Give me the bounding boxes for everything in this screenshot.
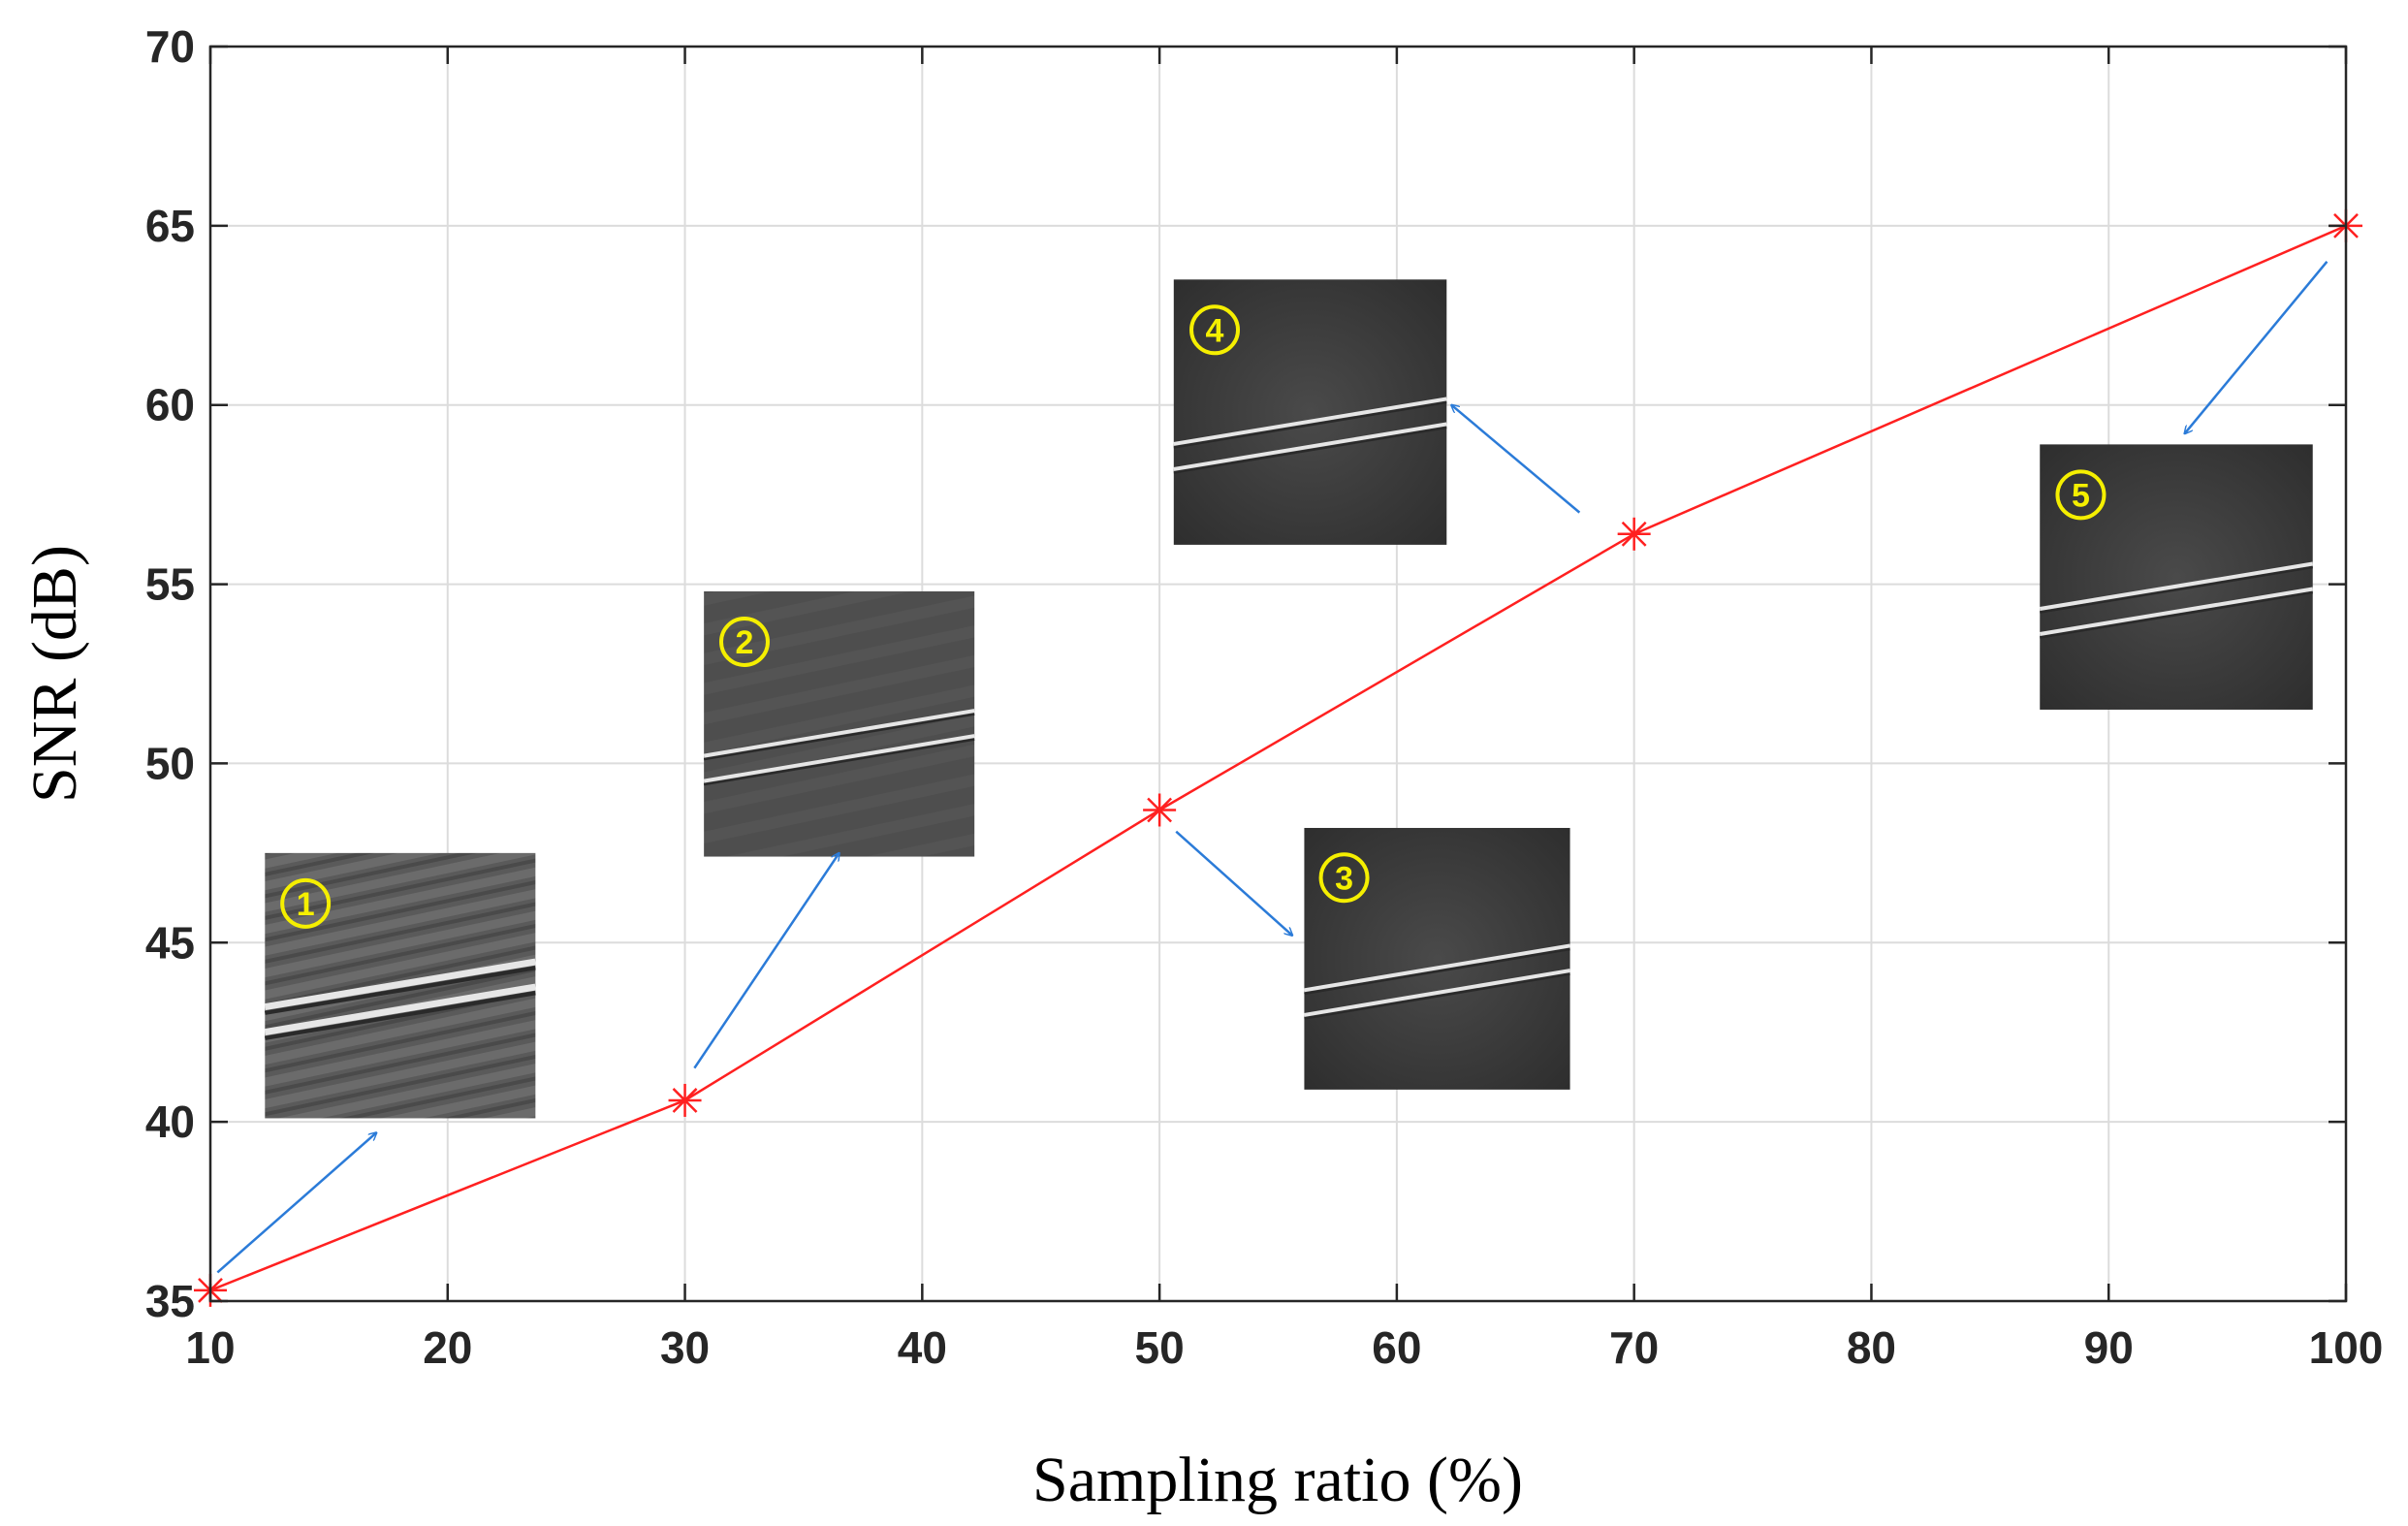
marker-stroke	[1147, 797, 1173, 823]
inset-line-4-2	[1173, 422, 1447, 471]
data-point-70	[1617, 517, 1651, 551]
inset-line-shadow-5-1	[2040, 565, 2313, 614]
inset-image-4: 4	[1173, 279, 1447, 545]
x-tick-label-100: 100	[2309, 1322, 2384, 1373]
y-axis-label: SNR (dB)	[19, 545, 90, 803]
inset-background-3	[1304, 827, 1570, 1090]
inset-badge-label-3: 3	[1335, 860, 1353, 897]
inset-line-shadow-2-2	[703, 738, 975, 786]
x-axis-label: Sampling ratio (%)	[1032, 1445, 1523, 1515]
annotation-arrow-2	[693, 853, 839, 1069]
annotation-arrow-5	[2185, 261, 2329, 433]
inset-line-shadow-1-1	[264, 966, 536, 1015]
annotation-arrow-1	[216, 1132, 376, 1274]
x-tick-label-80: 80	[1847, 1322, 1896, 1373]
series-snr	[194, 208, 2362, 1307]
x-tick-label-20: 20	[423, 1322, 472, 1373]
inset-background-4	[1173, 279, 1447, 545]
inset-line-shadow-4-2	[1173, 426, 1447, 474]
inset-badge-label-2: 2	[736, 624, 754, 661]
inset-badge-label-1: 1	[297, 886, 315, 923]
inset-badge-circle-5	[2055, 469, 2107, 521]
inset-line-5-2	[2039, 587, 2314, 636]
marker-stroke	[1621, 521, 1647, 547]
annotation-arrow-3	[1175, 830, 1292, 936]
inset-line-3-2	[1304, 969, 1570, 1017]
data-point-50	[1143, 793, 1177, 827]
inset-images: 1 2 3 4 5	[264, 279, 2314, 1119]
inset-line-4-1	[1173, 397, 1447, 446]
plot-area	[210, 47, 2346, 1301]
inset-line-shadow-1-2	[264, 991, 536, 1040]
inset-line-shadow-5-2	[2040, 590, 2313, 639]
inset-badge-circle-1	[280, 877, 332, 929]
axes-box	[208, 45, 2348, 1303]
inset-line-shadow-3-2	[1304, 972, 1570, 1020]
x-tick-label-60: 60	[1372, 1322, 1421, 1373]
inset-line-shadow-3-1	[1304, 947, 1570, 996]
inset-background-2	[704, 590, 975, 857]
inset-badge-circle-4	[1189, 304, 1241, 356]
x-tick-label-10: 10	[185, 1322, 235, 1373]
x-tick-label-30: 30	[660, 1322, 710, 1373]
inset-line-1-1	[264, 958, 536, 1010]
inset-line-shadow-2-1	[703, 713, 975, 761]
x-tick-label-90: 90	[2084, 1322, 2134, 1373]
y-tick-label-45: 45	[145, 917, 195, 968]
y-tick-label-65: 65	[145, 201, 195, 251]
inset-badge-circle-3	[1318, 852, 1370, 904]
inset-badge-label-4: 4	[1206, 312, 1224, 349]
inset-badge-circle-2	[718, 616, 770, 667]
inset-line-shadow-4-1	[1173, 400, 1447, 449]
inset-image-2: 2	[703, 590, 975, 857]
inset-background-5	[2040, 444, 2313, 710]
marker-stroke	[672, 1088, 698, 1113]
inset-badge-label-5: 5	[2072, 477, 2090, 514]
y-tick-label-70: 70	[145, 21, 195, 72]
inset-line-2-1	[703, 709, 975, 758]
annotation-arrows	[216, 261, 2329, 1274]
y-tick-label-50: 50	[145, 738, 195, 788]
annotation-arrow-4	[1451, 405, 1581, 514]
data-point-30	[668, 1083, 702, 1117]
y-tick-label-55: 55	[145, 559, 195, 610]
inset-line-1-2	[264, 983, 536, 1035]
x-tick-label-40: 40	[898, 1322, 947, 1373]
inset-image-5: 5	[2039, 444, 2314, 710]
inset-line-2-2	[703, 734, 975, 783]
y-tick-label-40: 40	[145, 1097, 195, 1147]
x-tick-label-50: 50	[1135, 1322, 1185, 1373]
x-tick-label-70: 70	[1609, 1322, 1659, 1373]
inset-line-5-1	[2039, 561, 2314, 611]
y-tick-label-60: 60	[145, 380, 195, 430]
y-tick-label-35: 35	[145, 1276, 195, 1326]
inset-line-3-1	[1304, 943, 1570, 993]
inset-image-3: 3	[1304, 827, 1570, 1090]
inset-image-1: 1	[264, 852, 536, 1119]
